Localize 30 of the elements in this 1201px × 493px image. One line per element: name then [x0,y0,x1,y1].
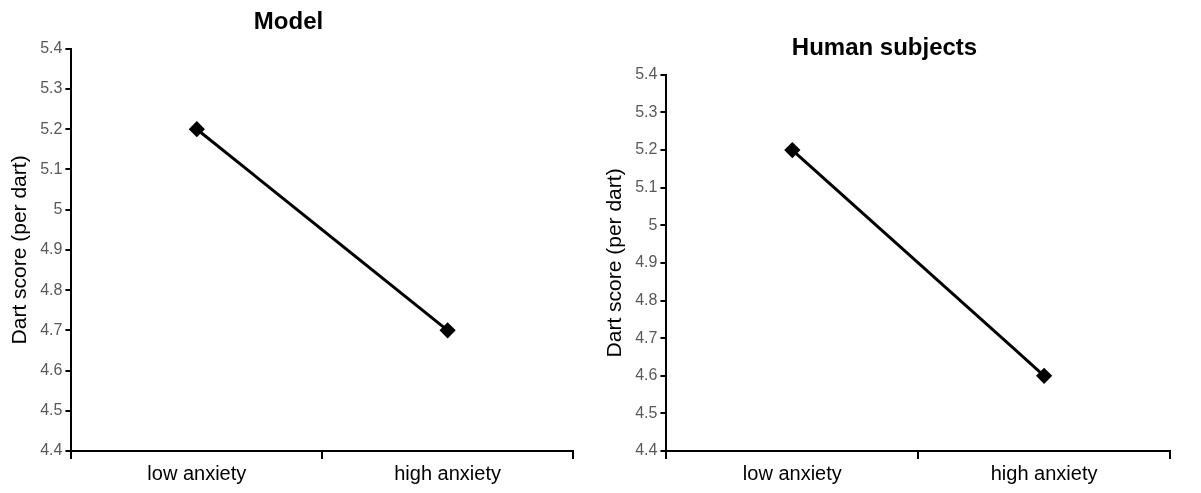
y-tick-label: 4.5 [40,401,63,419]
x-tick-label: low anxiety [742,461,842,484]
x-tick-label: high anxiety [990,461,1098,484]
chart-title: Model [253,7,324,35]
chart-title: Human subjects [791,33,978,61]
y-tick-label: 5.4 [635,65,658,83]
y-tick-label: 4.5 [635,403,658,421]
x-tick-label: high anxiety [394,461,501,484]
y-tick-label: 4.7 [40,320,63,338]
y-tick-label: 4.9 [635,253,658,271]
y-tick-label: 5.1 [635,178,658,196]
y-tick-label: 4.4 [635,441,658,459]
y-tick-label: 4.8 [40,280,63,298]
x-tick-label: low anxiety [147,461,247,484]
y-tick-label: 5.3 [40,79,63,97]
y-tick-label: 5.2 [40,119,63,137]
y-tick-label: 4.4 [40,441,63,459]
y-tick-label: 4.8 [635,290,658,308]
y-tick-label: 4.7 [635,328,658,346]
y-tick-label: 4.6 [40,360,63,378]
y-tick-label: 5 [53,200,63,218]
y-tick-label: 4.9 [40,240,63,258]
y-axis-title: Dart score (per dart) [7,155,31,345]
y-tick-label: 5.3 [635,102,658,120]
y-tick-label: 5 [648,215,658,233]
y-tick-label: 5.1 [40,159,63,177]
y-tick-label: 5.2 [635,140,658,158]
y-tick-label: 5.4 [40,39,63,57]
y-tick-label: 4.6 [635,366,658,384]
y-axis-title: Dart score (per dart) [602,168,626,358]
